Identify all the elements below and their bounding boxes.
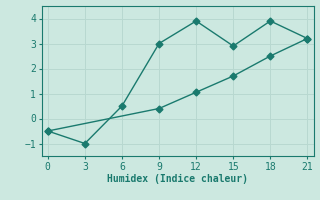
X-axis label: Humidex (Indice chaleur): Humidex (Indice chaleur) xyxy=(107,174,248,184)
